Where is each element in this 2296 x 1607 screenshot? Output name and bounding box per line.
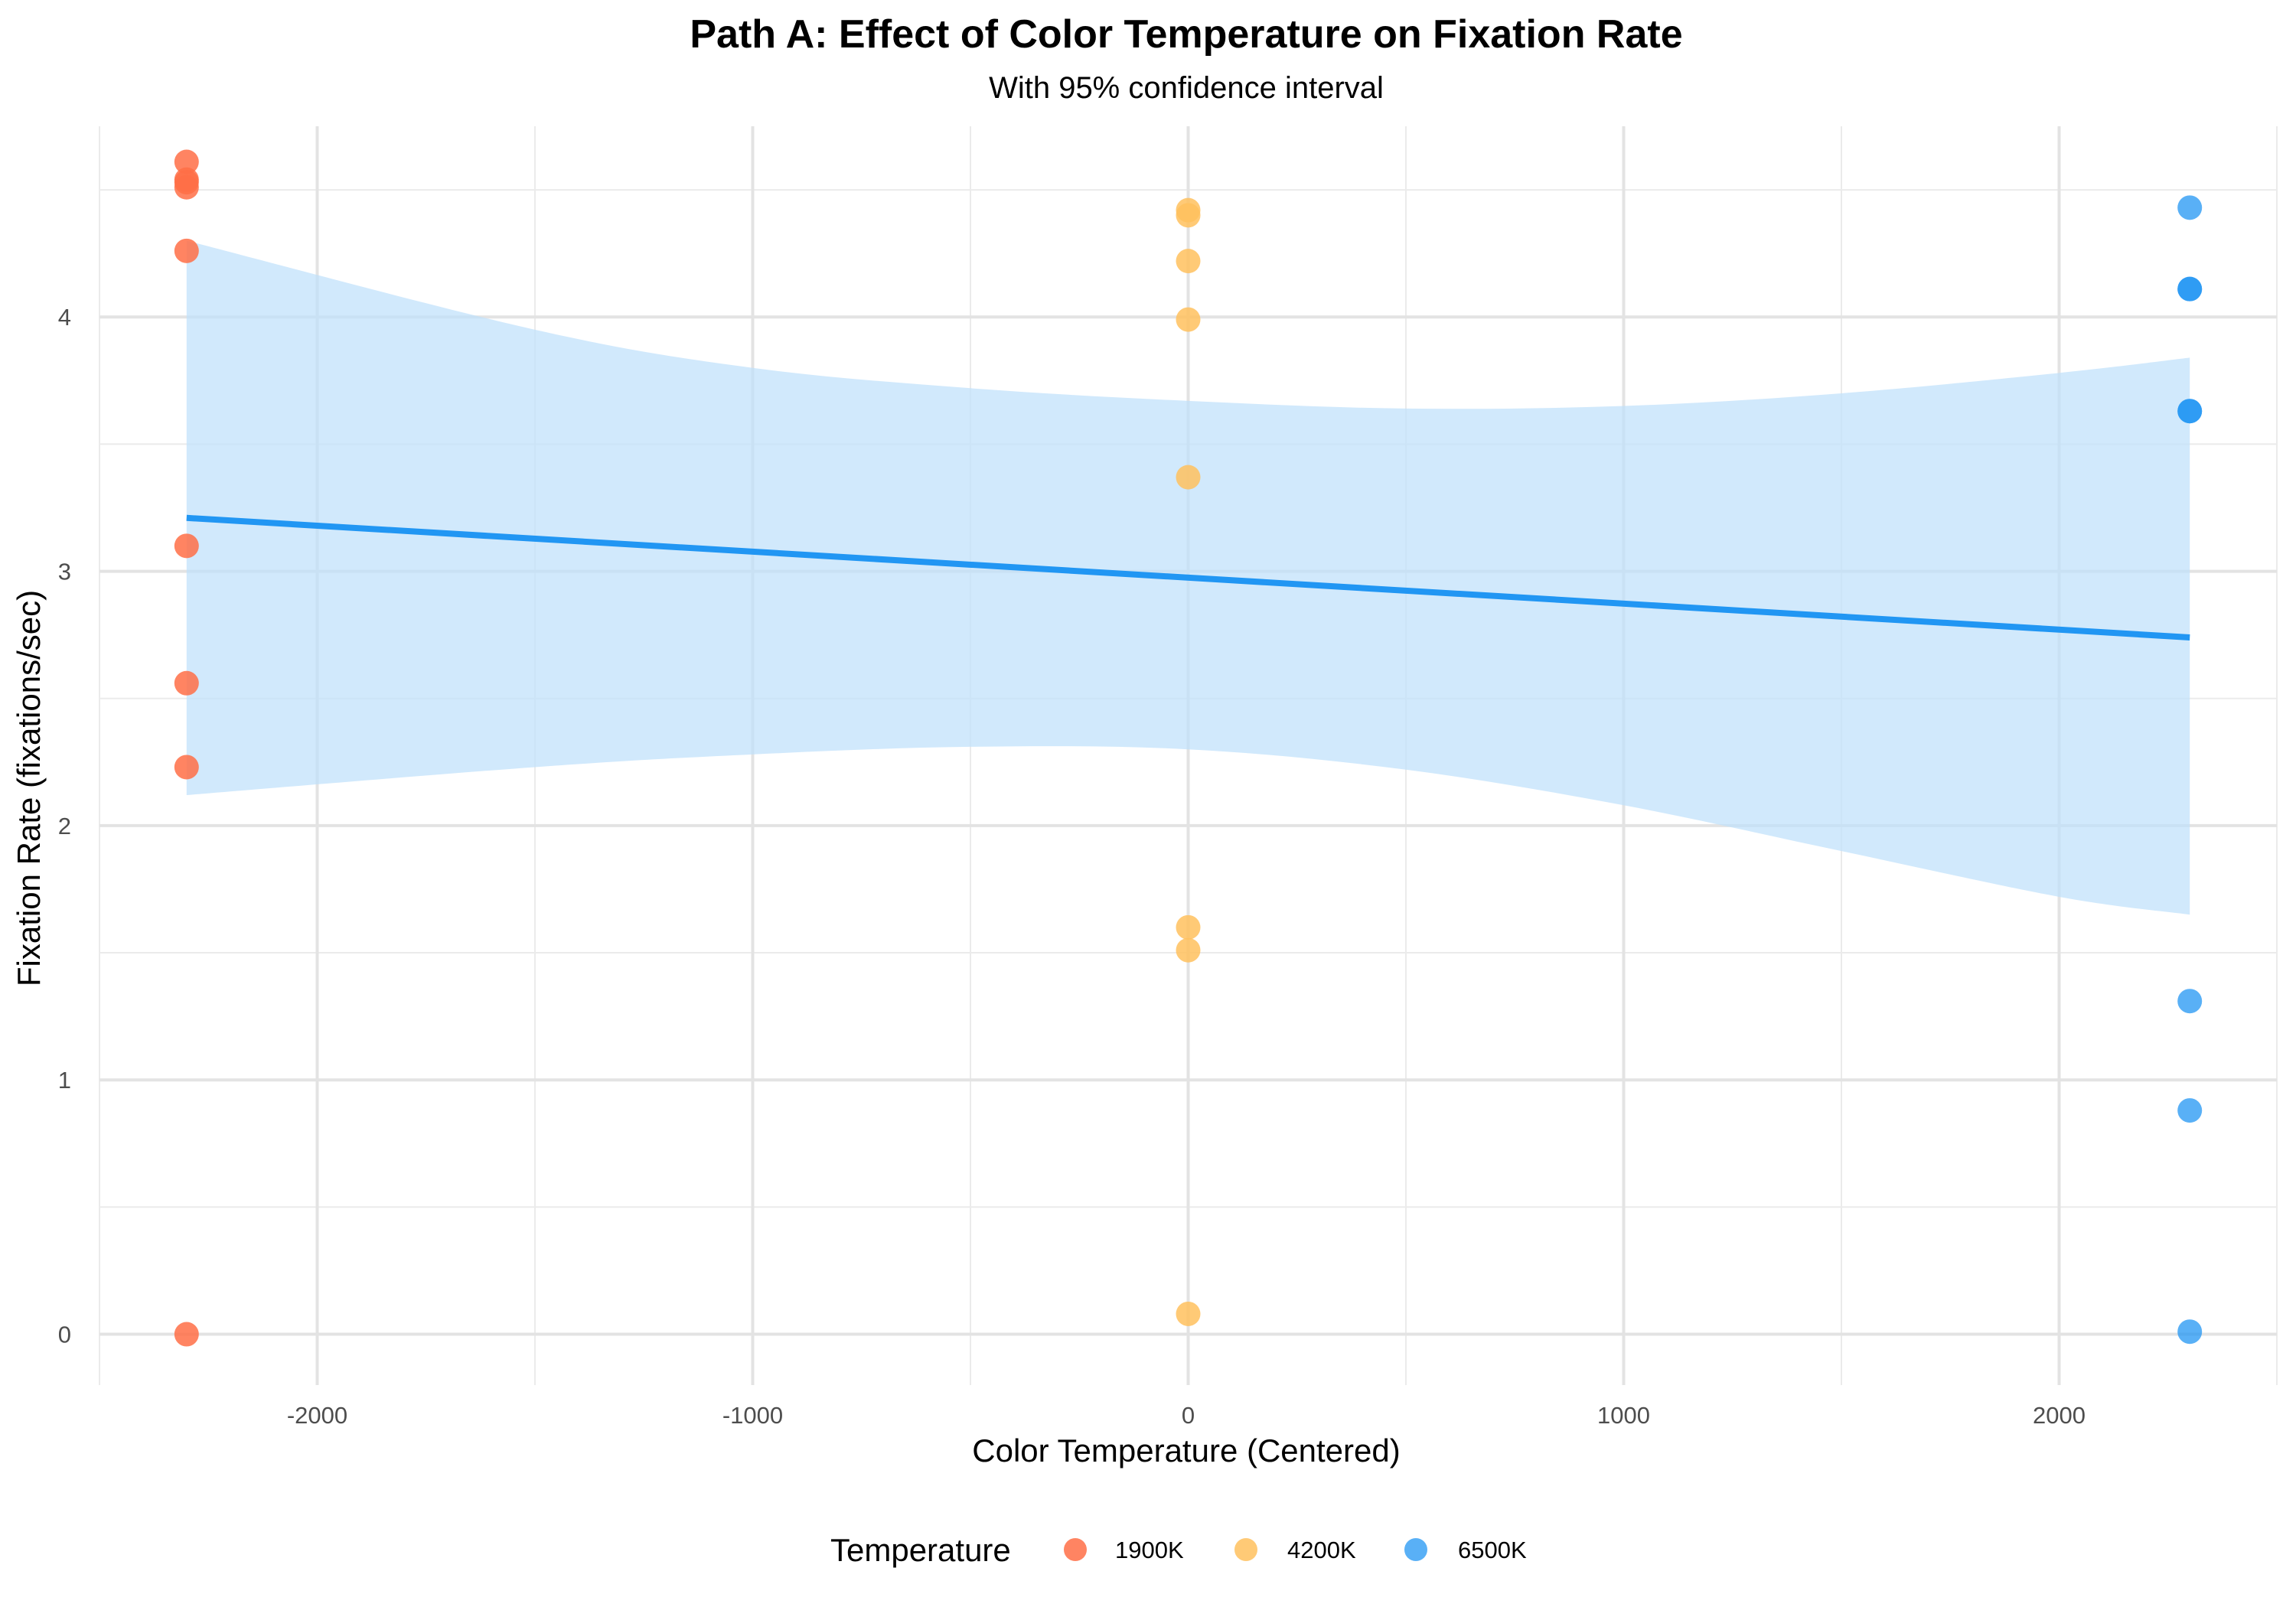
data-point-1900k	[174, 149, 199, 174]
data-point-6500k	[2177, 195, 2203, 220]
legend-label-1900k: 1900K	[1115, 1537, 1184, 1563]
data-point-1900k	[174, 238, 199, 263]
data-point-1900k	[174, 174, 199, 200]
regression-line	[186, 514, 2190, 641]
data-point-4200k	[1176, 1301, 1201, 1326]
y-tick-label: 1	[58, 1067, 71, 1094]
y-axis-ticks: 0 1 2 3 4	[58, 304, 71, 1348]
x-axis-ticks: -2000 -1000 0 1000 2000	[287, 1402, 2086, 1429]
data-point-4200k	[1176, 937, 1201, 963]
data-point-4200k	[1176, 914, 1201, 940]
data-point-1900k	[174, 755, 199, 780]
fit-line-layer	[186, 514, 2190, 641]
legend: Temperature 1900K 4200K 6500K	[830, 1532, 1527, 1568]
y-tick-label: 2	[58, 813, 71, 839]
data-point-6500k	[2177, 276, 2203, 302]
data-point-4200k	[1176, 464, 1201, 490]
legend-key-4200k	[1234, 1538, 1257, 1561]
data-point-1900k	[174, 1322, 199, 1347]
data-point-6500k	[2177, 1098, 2203, 1123]
x-tick-label: -2000	[287, 1402, 347, 1429]
x-tick-label: -1000	[722, 1402, 783, 1429]
y-tick-label: 0	[58, 1322, 71, 1348]
y-axis-title: Fixation Rate (fixations/sec)	[11, 590, 47, 986]
chart-title: Path A: Effect of Color Temperature on F…	[690, 12, 1682, 57]
data-point-1900k	[174, 670, 199, 696]
x-tick-label: 0	[1182, 1402, 1195, 1429]
x-axis-title: Color Temperature (Centered)	[972, 1433, 1400, 1468]
chart-subtitle: With 95% confidence interval	[989, 71, 1384, 105]
x-tick-label: 1000	[1597, 1402, 1650, 1429]
data-point-1900k	[174, 533, 199, 559]
data-point-6500k	[2177, 989, 2203, 1014]
data-point-6500k	[2177, 399, 2203, 424]
legend-label-4200k: 4200K	[1287, 1537, 1356, 1563]
x-tick-label: 2000	[2033, 1402, 2086, 1429]
legend-title: Temperature	[830, 1532, 1011, 1568]
y-tick-label: 4	[58, 304, 71, 331]
legend-key-6500k	[1404, 1538, 1427, 1561]
data-point-4200k	[1176, 203, 1201, 228]
legend-label-6500k: 6500K	[1458, 1537, 1527, 1563]
data-point-4200k	[1176, 307, 1201, 332]
y-tick-label: 3	[58, 559, 71, 585]
legend-key-1900k	[1064, 1538, 1087, 1561]
data-points	[174, 149, 2203, 1347]
data-point-4200k	[1176, 249, 1201, 274]
data-point-6500k	[2177, 1319, 2203, 1345]
